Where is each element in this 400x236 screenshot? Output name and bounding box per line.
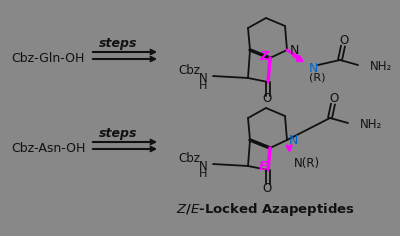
Text: Cbz-Gln-OH: Cbz-Gln-OH [11,51,85,64]
Text: N: N [199,160,207,173]
Text: steps: steps [99,127,137,140]
Text: H: H [199,169,207,179]
Text: O: O [262,181,272,194]
Text: H: H [199,81,207,91]
Text: N: N [289,134,298,147]
Text: steps: steps [99,38,137,51]
Text: $\mathit{Z}$/$\mathit{E}$-Locked Azapeptides: $\mathit{Z}$/$\mathit{E}$-Locked Azapept… [176,202,354,219]
Text: N(R): N(R) [294,156,320,169]
Text: N: N [308,62,318,75]
Text: O: O [339,34,349,46]
Text: Cbz: Cbz [178,64,200,77]
Text: N: N [290,43,299,56]
Text: Cbz: Cbz [178,152,200,165]
Text: O: O [262,92,272,105]
Text: (R): (R) [309,72,325,82]
Text: O: O [329,92,339,105]
Text: Z: Z [260,51,268,63]
Text: N: N [199,72,207,85]
Text: NH₂: NH₂ [360,118,382,131]
Text: Cbz-Asn-OH: Cbz-Asn-OH [11,142,85,155]
Text: E: E [259,160,267,173]
Text: NH₂: NH₂ [370,60,392,73]
